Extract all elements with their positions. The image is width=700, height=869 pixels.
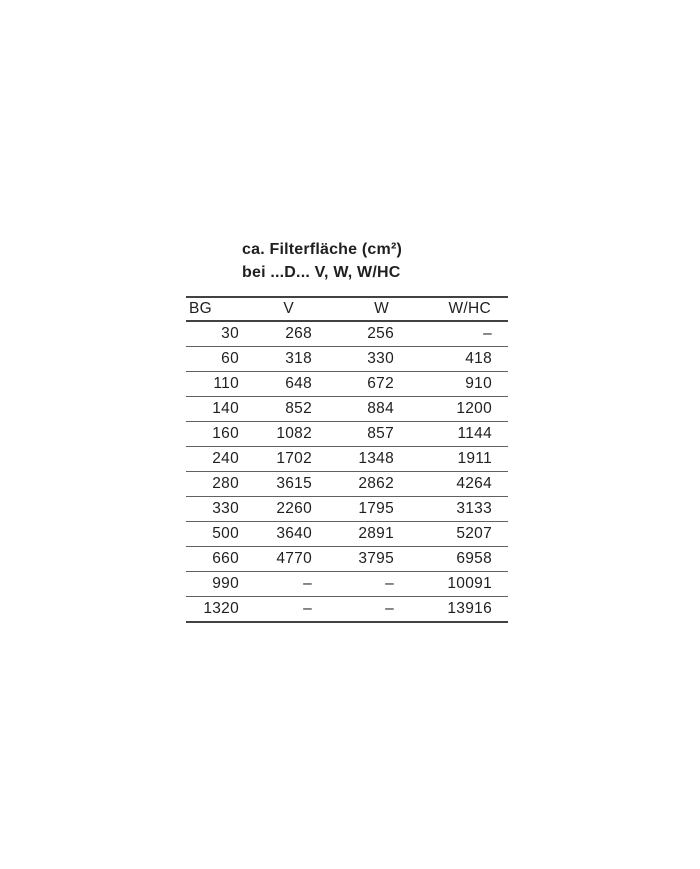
table-row: 140 852 884 1200 (186, 396, 508, 422)
filter-area-table: BG V W W/HC 30 268 256–60 318 330 418 110 648 67… (186, 296, 508, 623)
table-row: 990– –10091 (186, 571, 508, 597)
col-header-w: W (321, 297, 403, 322)
cell-whc: 5207 (403, 521, 508, 547)
cell-whc: 1911 (403, 446, 508, 472)
cell-v: 3615 (248, 471, 321, 497)
cell-w: 3795 (321, 546, 403, 572)
cell-bg: 110 (186, 371, 248, 397)
cell-w: 884 (321, 396, 403, 422)
cell-v: 2260 (248, 496, 321, 522)
cell-v: 852 (248, 396, 321, 422)
cell-v: 268 (248, 320, 321, 347)
cell-bg: 500 (186, 521, 248, 547)
cell-w: 1348 (321, 446, 403, 472)
cell-w: 256 (321, 320, 403, 347)
cell-whc: 1144 (403, 421, 508, 447)
cell-bg: 160 (186, 421, 248, 447)
cell-bg: 240 (186, 446, 248, 472)
cell-bg: 660 (186, 546, 248, 572)
cell-whc: 10091 (403, 571, 508, 597)
cell-whc: 1200 (403, 396, 508, 422)
cell-whc: 13916 (403, 596, 508, 622)
cell-v: – (248, 596, 321, 622)
cell-whc: 3133 (403, 496, 508, 522)
cell-bg: 990 (186, 571, 248, 597)
cell-w: – (321, 571, 403, 597)
cell-whc: 6958 (403, 546, 508, 572)
cell-v: 4770 (248, 546, 321, 572)
table-row: 110 648 672 910 (186, 371, 508, 397)
cell-w: 672 (321, 371, 403, 397)
table-row: 240 1702 1348 1911 (186, 446, 508, 472)
table-row: 30 268 256– (186, 320, 508, 347)
table-row: 660 4770 3795 6958 (186, 546, 508, 572)
cell-w: 1795 (321, 496, 403, 522)
cell-whc: 4264 (403, 471, 508, 497)
cell-bg: 280 (186, 471, 248, 497)
cell-v: – (248, 571, 321, 597)
col-header-bg: BG (186, 297, 248, 322)
cell-v: 648 (248, 371, 321, 397)
table-row: 280 3615 2862 4264 (186, 471, 508, 497)
table-body: 30 268 256–60 318 330 418 110 648 672 910 140 852 88… (186, 320, 508, 622)
table-row: 1320– –13916 (186, 596, 508, 622)
col-header-whc: W/HC (403, 297, 508, 322)
cell-w: – (321, 596, 403, 622)
cell-v: 3640 (248, 521, 321, 547)
cell-v: 1082 (248, 421, 321, 447)
cell-bg: 330 (186, 496, 248, 522)
table-title-line2: bei ...D... V, W, W/HC (242, 264, 401, 281)
table-row: 500 3640 2891 5207 (186, 521, 508, 547)
cell-w: 330 (321, 346, 403, 372)
table-row: 330 2260 1795 3133 (186, 496, 508, 522)
cell-bg: 30 (186, 320, 248, 347)
table-title-line1: ca. Filterfläche (cm²) (242, 241, 403, 258)
cell-w: 857 (321, 421, 403, 447)
col-header-v: V (248, 297, 321, 322)
cell-v: 1702 (248, 446, 321, 472)
header-row: BG V W W/HC (186, 297, 508, 322)
table-row: 160 1082 857 1144 (186, 421, 508, 447)
cell-whc: – (403, 320, 508, 347)
cell-whc: 910 (403, 371, 508, 397)
cell-whc: 418 (403, 346, 508, 372)
table-row: 60 318 330 418 (186, 346, 508, 372)
cell-bg: 1320 (186, 596, 248, 622)
cell-w: 2862 (321, 471, 403, 497)
table-title: ca. Filterfläche (cm²) bei ...D... V, W,… (242, 238, 402, 284)
cell-bg: 60 (186, 346, 248, 372)
cell-w: 2891 (321, 521, 403, 547)
cell-bg: 140 (186, 396, 248, 422)
cell-v: 318 (248, 346, 321, 372)
